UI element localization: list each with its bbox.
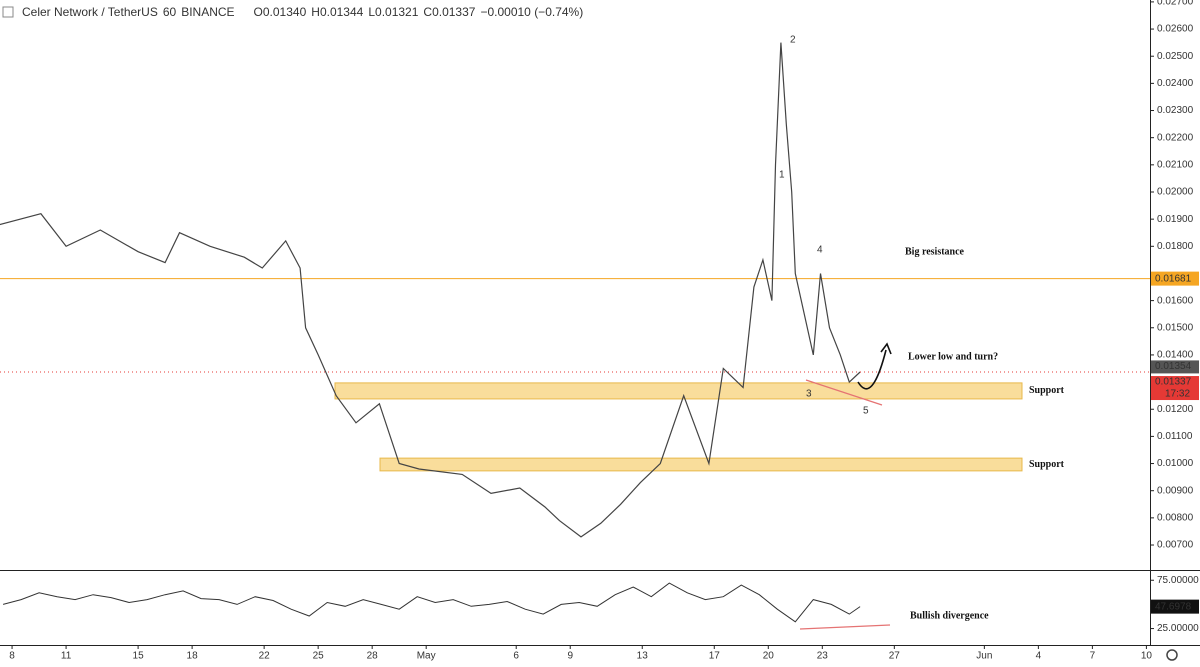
menu-icon[interactable] (2, 6, 14, 18)
ohlc-value: 0.01340 (263, 5, 307, 19)
rsi-trendline (799, 624, 891, 630)
countdown: 17:32 (1165, 389, 1190, 400)
ohlc-value: 0.01321 (375, 5, 419, 19)
y-tick-label: 0.00900 (1157, 485, 1194, 496)
price-line (0, 42, 861, 538)
y-tick-label: 0.01800 (1157, 241, 1194, 252)
y-tick-label: 75.00000 (1157, 575, 1199, 586)
annotation: 4 (817, 245, 823, 256)
y-tick-label: 0.02300 (1157, 105, 1194, 116)
annotation: Lower low and turn? (908, 351, 998, 362)
ohlc-label: O (254, 5, 263, 19)
symbol: Celer Network / TetherUS (22, 5, 158, 19)
y-tick-label: 0.02000 (1157, 187, 1194, 198)
y-tick-label: 0.01900 (1157, 214, 1194, 225)
settings-icon[interactable] (1166, 649, 1178, 661)
x-tick-label: 25 (313, 651, 325, 662)
y-tick-label: 0.01500 (1157, 322, 1194, 333)
x-tick-label: Jun (976, 651, 992, 662)
support-zone (334, 382, 1023, 400)
price-tag: 0.01354 (1155, 361, 1192, 372)
x-tick-label: 10 (1141, 651, 1153, 662)
support-zone (379, 457, 1023, 472)
annotation: 1 (779, 170, 785, 181)
y-tick-label: 0.02100 (1157, 159, 1194, 170)
y-tick-label: 0.02200 (1157, 132, 1194, 143)
rsi-tag: 47.6978 (1155, 601, 1192, 612)
y-tick-label: 0.02600 (1157, 24, 1194, 35)
x-tick-label: 17 (709, 651, 721, 662)
x-tick-label: 8 (9, 651, 15, 662)
arrow-head (880, 342, 892, 355)
ohlc-label: C (423, 5, 432, 19)
x-tick-label: 9 (567, 651, 573, 662)
y-tick-label: 0.01600 (1157, 295, 1194, 306)
x-tick-label: 7 (1090, 651, 1096, 662)
x-tick-label: 15 (133, 651, 145, 662)
y-tick-label: 25.00000 (1157, 623, 1199, 634)
x-tick-label: 6 (513, 651, 519, 662)
y-tick-label: 0.02500 (1157, 51, 1194, 62)
x-tick-label: 13 (637, 651, 649, 662)
rsi-tag-bg (1151, 599, 1199, 614)
zone-label: Support (1029, 385, 1065, 396)
y-tick-label: 0.01200 (1157, 404, 1194, 415)
y-tick-label: 0.01100 (1157, 431, 1193, 442)
annotation: Bullish divergence (910, 610, 989, 621)
price-tag-bg (1151, 271, 1199, 286)
annotation: 5 (863, 406, 869, 417)
price-line (2, 582, 861, 623)
ohlc-label: H (311, 5, 320, 19)
zone-label: Support (1029, 459, 1065, 470)
x-tick-label: 4 (1036, 651, 1042, 662)
x-tick-label: May (417, 651, 436, 662)
y-tick-label: 0.02400 (1157, 78, 1194, 89)
x-tick-label: 22 (259, 651, 271, 662)
interval: 60 (163, 5, 177, 19)
y-tick-label: 0.01400 (1157, 350, 1194, 361)
price-tag-bg (1151, 360, 1199, 374)
x-tick-label: 20 (763, 651, 775, 662)
trendline (805, 379, 883, 406)
change: −0.00010 (−0.74%) (480, 5, 583, 19)
ohlc-value: 0.01344 (320, 5, 364, 19)
ohlc-label: L (368, 5, 375, 19)
x-tick-label: 18 (187, 651, 199, 662)
y-tick-label: 0.00700 (1157, 540, 1194, 551)
annotation: Big resistance (905, 246, 965, 257)
annotation: 3 (806, 389, 812, 400)
ohlc-value: 0.01337 (432, 5, 476, 19)
x-tick-label: 27 (889, 651, 901, 662)
y-tick-label: 0.00800 (1157, 513, 1194, 524)
turn-arrow (857, 349, 887, 390)
exchange: BINANCE (181, 5, 234, 19)
price-tag: 0.01681 (1155, 273, 1192, 284)
y-tick-label: 0.02700 (1157, 0, 1194, 8)
x-tick-label: 11 (61, 651, 72, 662)
y-tick-label: 0.01000 (1157, 458, 1194, 469)
price-tag-bg (1151, 376, 1199, 401)
x-tick-label: 28 (367, 651, 379, 662)
annotation: 2 (790, 35, 796, 46)
price-tag: 0.01337 (1155, 377, 1192, 388)
x-tick-label: 23 (817, 651, 829, 662)
